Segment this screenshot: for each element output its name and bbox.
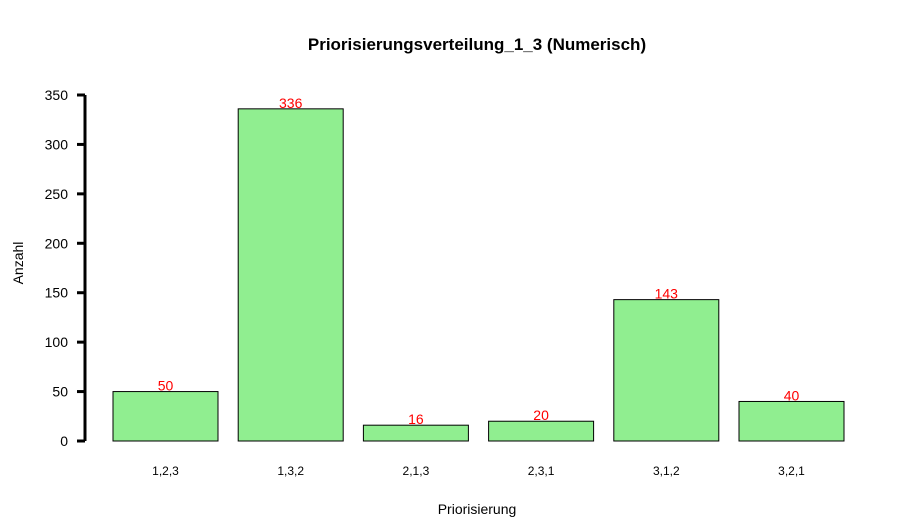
x-category-label: 1,2,3	[152, 464, 179, 478]
bar	[362, 424, 469, 442]
bar	[613, 299, 720, 442]
bar-value-label: 20	[533, 407, 549, 423]
bar	[738, 400, 845, 442]
bar-value-label: 40	[784, 387, 800, 403]
x-category-label: 3,2,1	[778, 464, 805, 478]
x-axis-label: Priorisierung	[438, 501, 517, 517]
x-category-label: 3,1,2	[653, 464, 680, 478]
bar-value-label: 336	[279, 95, 303, 111]
y-tick-label: 100	[45, 334, 69, 350]
y-axis-label: Anzahl	[10, 242, 26, 285]
data-labels: 50 336 16 20 143 40	[158, 95, 800, 427]
bar	[237, 108, 344, 442]
chart-title: Priorisierungsverteilung_1_3 (Numerisch)	[308, 35, 646, 54]
bar	[488, 420, 595, 442]
y-tick-label: 0	[60, 433, 68, 449]
y-tick-label: 300	[45, 136, 69, 152]
y-tick-label: 200	[45, 235, 69, 251]
bars	[112, 108, 845, 442]
bar	[112, 391, 219, 442]
bar-value-label: 50	[158, 378, 174, 394]
y-tick-label: 50	[52, 384, 68, 400]
y-axis: 0 50 100 150 200 250 300 350	[45, 87, 87, 449]
bar-value-label: 16	[408, 411, 424, 427]
y-tick-label: 350	[45, 87, 69, 103]
y-tick-label: 250	[45, 186, 69, 202]
bar-value-label: 143	[655, 286, 679, 302]
y-tick-label: 150	[45, 285, 69, 301]
x-category-label: 1,3,2	[277, 464, 304, 478]
category-labels: 1,2,3 1,3,2 2,1,3 2,3,1 3,1,2 3,2,1	[152, 464, 805, 478]
x-category-label: 2,3,1	[528, 464, 555, 478]
x-category-label: 2,1,3	[403, 464, 430, 478]
